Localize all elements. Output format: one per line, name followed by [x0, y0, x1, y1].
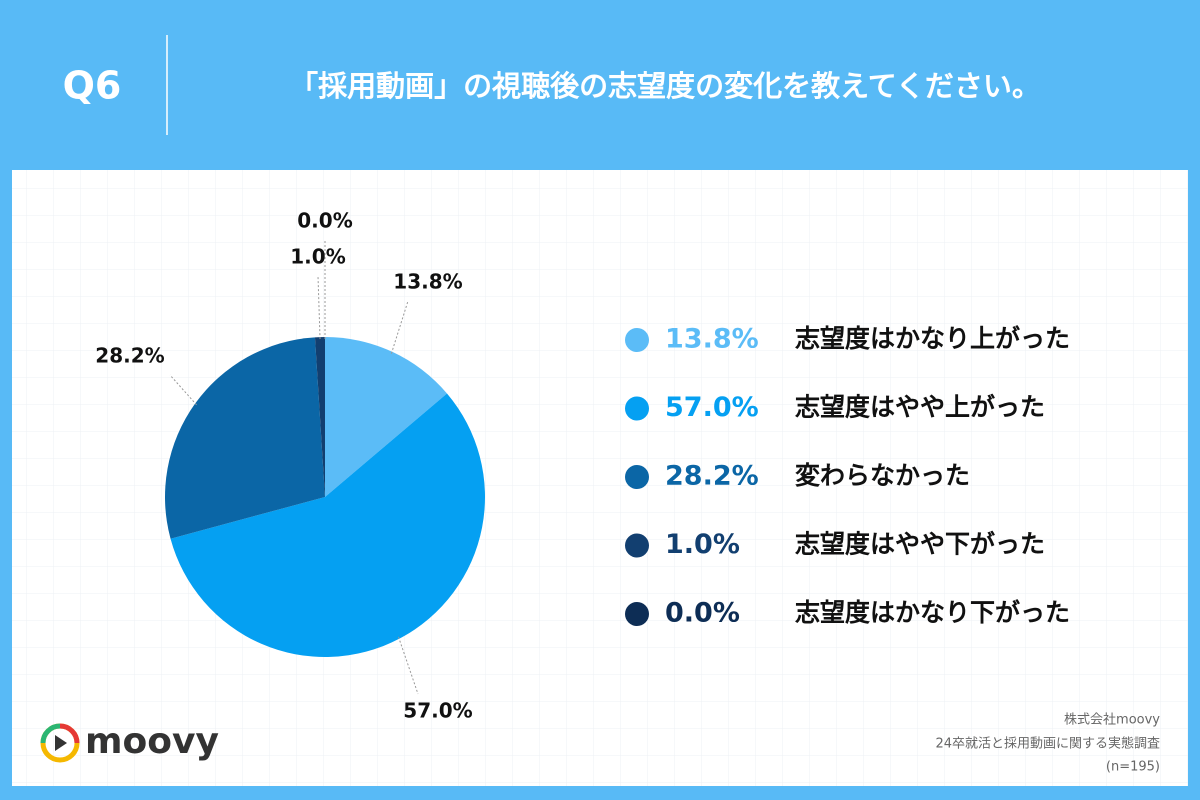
legend-marker [625, 328, 649, 352]
legend-marker [625, 602, 649, 626]
sample-size: (n=195) [1106, 760, 1160, 775]
legend-marker [625, 465, 649, 489]
company: 株式会社moovy [1064, 713, 1160, 728]
legend-value: 13.8% [665, 324, 759, 355]
survey-name: 24卒就活と採用動画に関する実態調査 [935, 736, 1160, 752]
logo-play [55, 735, 67, 751]
logo-text: moovy [85, 721, 219, 762]
data-label: 28.2% [95, 344, 164, 368]
leader-line [317, 275, 321, 340]
pie-slice [170, 393, 485, 657]
legend-label: 志望度はかなり上がった [795, 324, 1070, 353]
logo-ring [40, 723, 61, 744]
legend-value: 0.0% [665, 598, 740, 629]
legend-marker [625, 396, 649, 421]
legend-marker [625, 533, 649, 558]
data-label: 13.8% [393, 270, 462, 294]
data-label: 0.0% [297, 209, 352, 233]
legend-label: 志望度はやや上がった [795, 393, 1045, 422]
pie-slice [165, 337, 325, 539]
question-number: Q6 [63, 64, 122, 108]
pie-slice [325, 337, 447, 497]
leader-line [169, 374, 197, 406]
legend-value: 28.2% [665, 461, 759, 492]
data-label: 1.0% [290, 245, 345, 269]
legend-label: 志望度はかなり下がった [795, 598, 1070, 627]
data-label: 57.0% [403, 699, 472, 723]
leader-line [390, 300, 409, 354]
legend-value: 1.0% [665, 529, 740, 560]
legend-value: 57.0% [665, 392, 759, 423]
pie-slice [314, 337, 325, 497]
legend-label: 志望度はやや下がった [795, 530, 1045, 559]
logo-ring [59, 723, 80, 744]
legend-label: 変わらなかった [795, 461, 970, 490]
chart-title: 「採用動画」の視聴後の志望度の変化を教えてください。 [289, 69, 1041, 103]
